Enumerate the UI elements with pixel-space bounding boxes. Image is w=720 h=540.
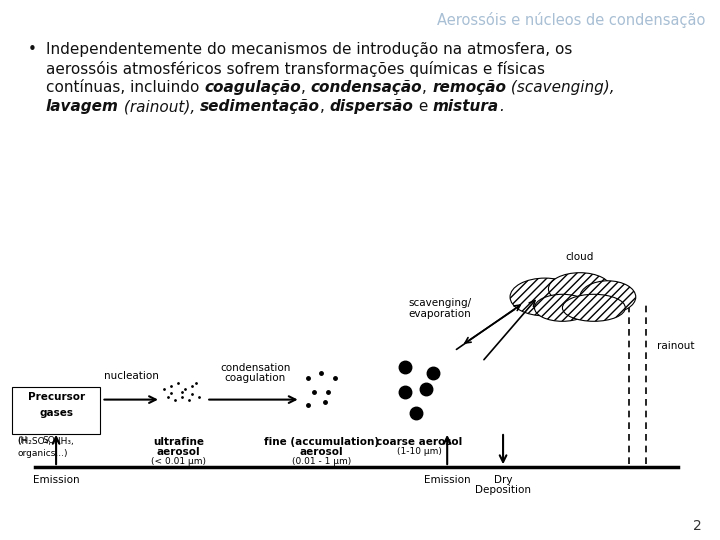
Text: nucleation: nucleation bbox=[104, 370, 159, 381]
Text: organics...): organics...) bbox=[18, 449, 68, 458]
Ellipse shape bbox=[580, 281, 636, 313]
Text: .: . bbox=[499, 99, 504, 114]
Text: Emission: Emission bbox=[424, 475, 470, 485]
Text: condensation: condensation bbox=[220, 362, 290, 373]
Ellipse shape bbox=[510, 278, 580, 316]
Text: e: e bbox=[413, 99, 433, 114]
Text: coagulação: coagulação bbox=[204, 80, 301, 95]
Text: cloud: cloud bbox=[566, 252, 594, 262]
Text: coagulation: coagulation bbox=[225, 373, 286, 383]
Text: (< 0.01 µm): (< 0.01 µm) bbox=[150, 457, 206, 466]
Ellipse shape bbox=[549, 273, 611, 305]
Text: (H: (H bbox=[18, 436, 28, 446]
Ellipse shape bbox=[562, 294, 625, 321]
Text: •: • bbox=[28, 42, 37, 57]
Text: remoção: remoção bbox=[432, 80, 506, 95]
Text: Deposition: Deposition bbox=[475, 485, 531, 495]
Text: (H₂SO₄, NH₃,: (H₂SO₄, NH₃, bbox=[18, 437, 73, 447]
Text: ,: , bbox=[320, 99, 330, 114]
Text: condensação: condensação bbox=[311, 80, 423, 95]
Text: dispersão: dispersão bbox=[330, 99, 413, 114]
Text: ,: , bbox=[423, 80, 432, 95]
Text: (0.01 - 1 µm): (0.01 - 1 µm) bbox=[292, 457, 351, 466]
Text: aerossóis atmosféricos sofrem transformações químicas e físicas: aerossóis atmosféricos sofrem transforma… bbox=[46, 61, 545, 77]
Text: (scavenging),: (scavenging), bbox=[506, 80, 615, 95]
Text: (rainout),: (rainout), bbox=[119, 99, 200, 114]
Text: ,: , bbox=[301, 80, 311, 95]
Text: Emission: Emission bbox=[33, 475, 79, 485]
Text: Aula – Aerossóis e núcleos de condensação: Aula – Aerossóis e núcleos de condensaçã… bbox=[11, 519, 266, 532]
Text: coarse aerosol: coarse aerosol bbox=[376, 437, 462, 448]
Text: Independentemente do mecanismos de introdução na atmosfera, os: Independentemente do mecanismos de intro… bbox=[46, 42, 572, 57]
FancyBboxPatch shape bbox=[12, 387, 100, 434]
Text: aerosol: aerosol bbox=[156, 447, 200, 457]
Text: sedimentação: sedimentação bbox=[200, 99, 320, 114]
Text: fine (accumulation): fine (accumulation) bbox=[264, 437, 379, 448]
Text: contínuas, incluindo: contínuas, incluindo bbox=[46, 80, 204, 95]
Text: SO: SO bbox=[42, 436, 55, 446]
Text: lavagem: lavagem bbox=[46, 99, 119, 114]
Text: Dry: Dry bbox=[494, 475, 513, 485]
Text: Aerossóis e núcleos de condensação: Aerossóis e núcleos de condensação bbox=[436, 12, 705, 28]
Text: 2: 2 bbox=[693, 519, 702, 532]
Text: Precursor: Precursor bbox=[27, 392, 85, 402]
Text: (1-10 µm): (1-10 µm) bbox=[397, 447, 441, 456]
Text: rainout: rainout bbox=[657, 341, 694, 350]
Text: gases: gases bbox=[39, 408, 73, 418]
Text: aerosol: aerosol bbox=[300, 447, 343, 457]
Text: evaporation: evaporation bbox=[409, 308, 472, 319]
Text: scavenging/: scavenging/ bbox=[409, 298, 472, 308]
Text: mistura: mistura bbox=[433, 99, 499, 114]
Ellipse shape bbox=[534, 294, 590, 321]
Text: ultrafine: ultrafine bbox=[153, 437, 204, 448]
